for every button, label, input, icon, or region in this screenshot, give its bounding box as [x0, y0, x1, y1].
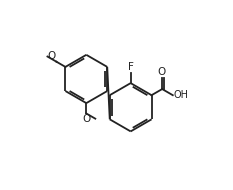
Text: O: O — [82, 114, 90, 124]
Text: O: O — [48, 51, 56, 61]
Text: OH: OH — [174, 90, 189, 100]
Text: F: F — [128, 62, 134, 72]
Text: O: O — [158, 67, 166, 77]
